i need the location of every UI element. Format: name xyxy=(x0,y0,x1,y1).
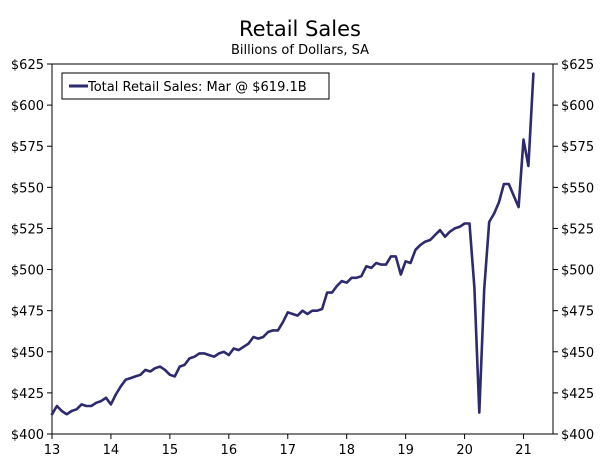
x-tick-label: 21 xyxy=(515,443,532,458)
y-tick-label-right: $600 xyxy=(561,99,594,114)
series-layer xyxy=(50,72,535,416)
series-line-total-retail-sales xyxy=(50,72,535,416)
y-tick-label-left: $550 xyxy=(11,181,44,196)
axes xyxy=(51,63,554,435)
y-tick-label-right: $400 xyxy=(561,428,594,443)
y-tick-label-right: $625 xyxy=(561,58,594,73)
x-tick-label: 15 xyxy=(162,443,179,458)
y-tick-label-left: $400 xyxy=(11,428,44,443)
y-tick-label-right: $550 xyxy=(561,181,594,196)
y-tick-label-left: $625 xyxy=(11,58,44,73)
x-tick-label: 16 xyxy=(221,443,238,458)
y-tick-label-left: $600 xyxy=(11,99,44,114)
y-tick-label-right: $575 xyxy=(561,140,594,155)
legend: Total Retail Sales: Mar @ $619.1B xyxy=(61,72,330,100)
plot-frame xyxy=(51,63,554,435)
x-tick-label: 19 xyxy=(397,443,414,458)
x-axis: 13 14 15 16 17 18 19 20 21 xyxy=(44,434,532,458)
y-tick-label-left: $450 xyxy=(11,346,44,361)
x-tick-label: 20 xyxy=(456,443,473,458)
y-tick-label-left: $525 xyxy=(11,222,44,237)
x-tick-label: 18 xyxy=(338,443,355,458)
y-tick-label-left: $500 xyxy=(11,264,44,279)
y-axis-right: $400 $425 $450 $475 $500 $525 $550 $575 $600 $625 xyxy=(553,58,594,443)
y-axis-left: $400 $425 $450 $475 $500 $525 $550 $575 $600 $625 xyxy=(11,58,52,443)
chart-subtitle: Billions of Dollars, SA xyxy=(231,43,369,58)
y-tick-label-right: $500 xyxy=(561,264,594,279)
x-tick-label: 17 xyxy=(279,443,296,458)
y-tick-label-right: $425 xyxy=(561,387,594,402)
y-tick-label-left: $425 xyxy=(11,387,44,402)
y-tick-label-right: $450 xyxy=(561,346,594,361)
y-tick-label-right: $475 xyxy=(561,305,594,320)
legend-box xyxy=(61,72,330,100)
x-tick-label: 14 xyxy=(103,443,120,458)
x-tick-label: 13 xyxy=(44,443,61,458)
chart-title: Retail Sales xyxy=(239,17,361,41)
y-tick-label-left: $475 xyxy=(11,305,44,320)
y-tick-label-left: $575 xyxy=(11,140,44,155)
y-tick-label-right: $525 xyxy=(561,222,594,237)
legend-entry-total-retail-sales: Total Retail Sales: Mar @ $619.1B xyxy=(87,80,307,95)
